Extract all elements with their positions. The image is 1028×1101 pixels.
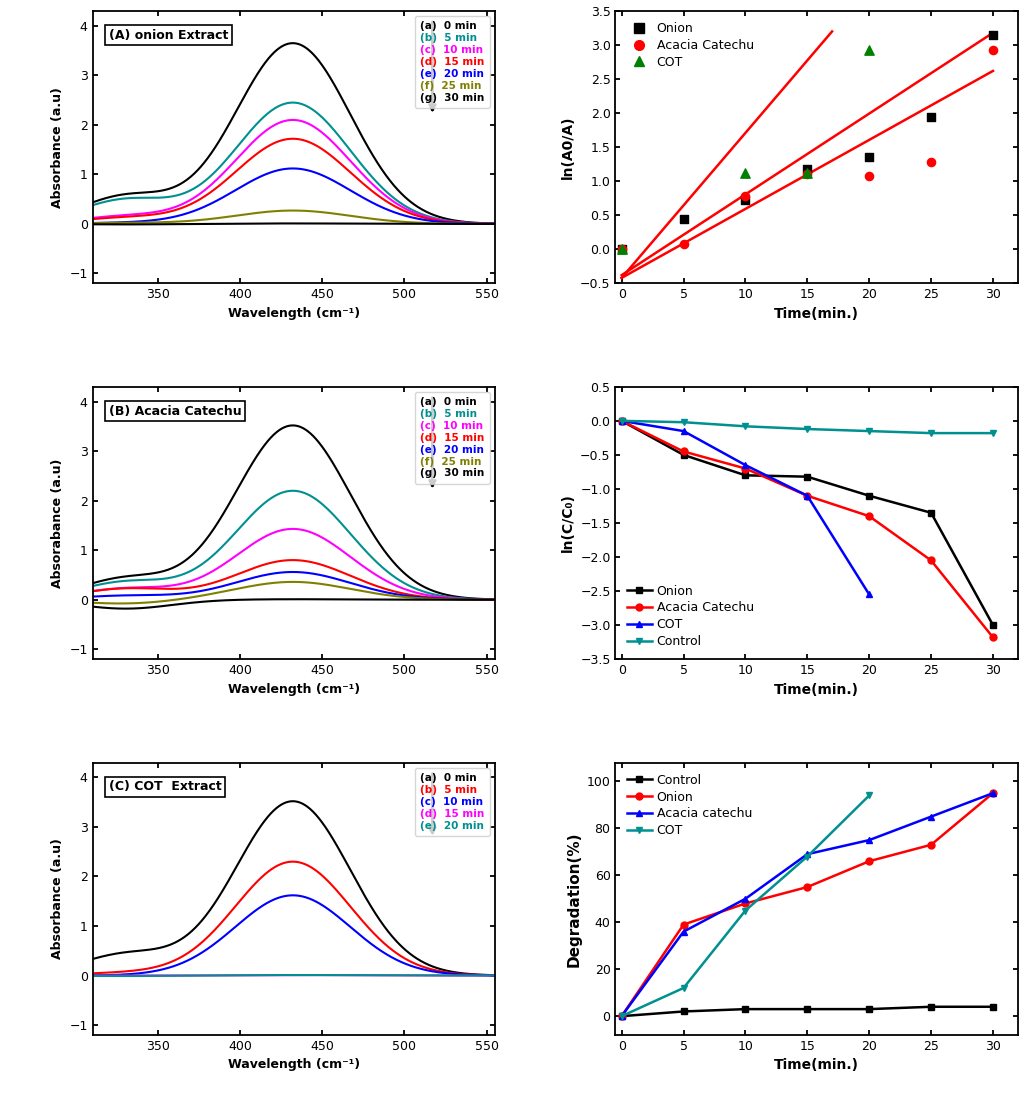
X-axis label: Time(min.): Time(min.): [774, 683, 859, 697]
Line: Acacia catechu: Acacia catechu: [618, 789, 996, 1020]
Control: [925, 426, 938, 439]
Acacia Catechu: [616, 414, 628, 427]
COT: [677, 425, 690, 438]
X-axis label: Wavelength (cm⁻¹): Wavelength (cm⁻¹): [227, 683, 360, 696]
Legend: Onion, Acacia Catechu, COT, Control: Onion, Acacia Catechu, COT, Control: [622, 579, 759, 653]
Point: [737, 187, 754, 205]
Onion: [987, 619, 999, 632]
COT: [677, 981, 690, 994]
Onion: [987, 786, 999, 799]
Control: [801, 1003, 813, 1016]
Onion: [864, 489, 876, 502]
X-axis label: Time(min.): Time(min.): [774, 307, 859, 320]
Point: [675, 210, 692, 228]
Control: [616, 1010, 628, 1023]
Acacia Catechu: [864, 510, 876, 523]
Onion: [739, 897, 751, 911]
X-axis label: Wavelength (cm⁻¹): Wavelength (cm⁻¹): [227, 307, 360, 319]
Text: (B) Acacia Catechu: (B) Acacia Catechu: [109, 404, 242, 417]
Acacia Catechu: [801, 489, 813, 502]
Point: [614, 240, 630, 258]
Point: [861, 42, 878, 59]
Y-axis label: Absorbance (a.u): Absorbance (a.u): [50, 87, 64, 208]
COT: [616, 1010, 628, 1023]
Control: [864, 1003, 876, 1016]
Point: [614, 240, 630, 258]
Onion: [925, 506, 938, 520]
Point: [737, 192, 754, 209]
Point: [923, 108, 940, 126]
Acacia Catechu: [925, 554, 938, 567]
Point: [985, 26, 1001, 44]
Legend: Control, Onion, Acacia catechu, COT: Control, Onion, Acacia catechu, COT: [622, 768, 757, 842]
COT: [864, 588, 876, 601]
Point: [861, 167, 878, 185]
Legend: (a)  0 min, (b)  5 min, (c)  10 min, (d)  15 min, (e)  20 min: (a) 0 min, (b) 5 min, (c) 10 min, (d) 15…: [415, 767, 489, 836]
Onion: [801, 470, 813, 483]
Line: COT: COT: [618, 792, 873, 1020]
Point: [799, 165, 815, 183]
X-axis label: Time(min.): Time(min.): [774, 1058, 859, 1072]
Point: [985, 42, 1001, 59]
Onion: [677, 448, 690, 461]
Line: Onion: Onion: [618, 417, 996, 629]
Point: [861, 148, 878, 165]
Line: Acacia Catechu: Acacia Catechu: [618, 417, 996, 641]
Control: [677, 1005, 690, 1018]
COT: [616, 414, 628, 427]
Acacia catechu: [739, 892, 751, 905]
Acacia catechu: [925, 810, 938, 824]
Control: [739, 419, 751, 433]
Onion: [616, 1010, 628, 1023]
Y-axis label: Degradation(%): Degradation(%): [566, 831, 581, 967]
Control: [987, 1000, 999, 1013]
Onion: [801, 881, 813, 894]
Legend: (a)  0 min, (b)  5 min, (c)  10 min, (d)  15 min, (e)  20 min, (f)  25 min, (g) : (a) 0 min, (b) 5 min, (c) 10 min, (d) 15…: [415, 392, 489, 483]
Acacia Catechu: [677, 445, 690, 458]
Control: [801, 423, 813, 436]
Y-axis label: ln(C/C₀): ln(C/C₀): [560, 493, 575, 553]
Legend: (a)  0 min, (b)  5 min, (c)  10 min, (d)  15 min, (e)  20 min, (f)  25 min, (g) : (a) 0 min, (b) 5 min, (c) 10 min, (d) 15…: [415, 17, 489, 108]
Acacia catechu: [677, 925, 690, 938]
Onion: [864, 854, 876, 868]
Line: COT: COT: [618, 417, 873, 598]
Control: [739, 1003, 751, 1016]
Control: [925, 1000, 938, 1013]
Point: [799, 164, 815, 182]
Y-axis label: ln(A0/A): ln(A0/A): [560, 116, 575, 179]
COT: [739, 458, 751, 471]
Point: [614, 240, 630, 258]
Acacia Catechu: [987, 631, 999, 644]
Point: [737, 164, 754, 182]
COT: [801, 850, 813, 863]
Acacia catechu: [987, 786, 999, 799]
Control: [864, 425, 876, 438]
Control: [987, 426, 999, 439]
Line: Control: Control: [618, 1003, 996, 1020]
Acacia catechu: [801, 848, 813, 861]
COT: [864, 789, 876, 803]
Y-axis label: Absorabance (a.u): Absorabance (a.u): [50, 458, 64, 588]
X-axis label: Wavelength (cm⁻¹): Wavelength (cm⁻¹): [227, 1058, 360, 1071]
Point: [923, 153, 940, 171]
Acacia catechu: [864, 833, 876, 847]
Onion: [677, 918, 690, 931]
Onion: [739, 469, 751, 482]
Acacia Catechu: [739, 462, 751, 476]
Point: [799, 160, 815, 177]
COT: [801, 489, 813, 502]
COT: [739, 904, 751, 917]
Onion: [925, 838, 938, 851]
Y-axis label: Absorbance (a.u): Absorbance (a.u): [50, 838, 64, 959]
Text: (C) COT  Extract: (C) COT Extract: [109, 781, 221, 794]
Line: Onion: Onion: [618, 789, 996, 1020]
Point: [675, 235, 692, 252]
Control: [677, 415, 690, 428]
Onion: [616, 414, 628, 427]
Acacia catechu: [616, 1010, 628, 1023]
Control: [616, 414, 628, 427]
Text: (A) onion Extract: (A) onion Extract: [109, 29, 228, 42]
Legend: Onion, Acacia Catechu, COT: Onion, Acacia Catechu, COT: [622, 18, 759, 74]
Line: Control: Control: [618, 417, 996, 437]
